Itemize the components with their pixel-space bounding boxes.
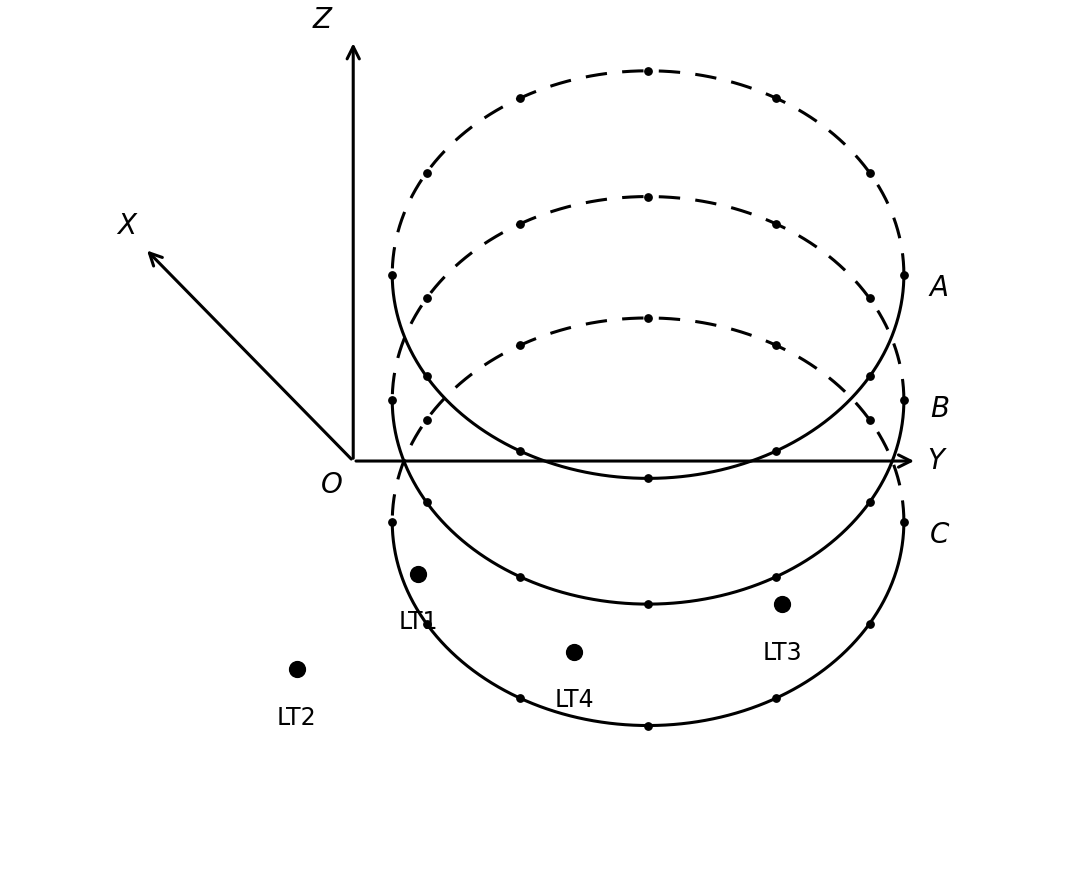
Point (288, 662, 306, 676)
Point (767, 338, 784, 352)
Point (418, 616, 435, 630)
Point (418, 369, 435, 383)
Point (511, 91, 529, 105)
Text: B: B (930, 395, 949, 423)
Point (640, 190, 657, 204)
Point (640, 597, 657, 611)
Point (861, 412, 878, 426)
Point (511, 217, 529, 231)
Point (767, 691, 784, 706)
Point (566, 645, 583, 659)
Point (861, 369, 878, 383)
Point (640, 311, 657, 325)
Point (767, 217, 784, 231)
Text: LT2: LT2 (277, 706, 317, 729)
Text: C: C (930, 521, 949, 548)
Text: Y: Y (927, 447, 944, 475)
Point (774, 597, 791, 611)
Point (418, 166, 435, 180)
Point (767, 91, 784, 105)
Point (511, 691, 529, 706)
Text: Z: Z (312, 5, 332, 34)
Text: A: A (930, 274, 949, 302)
Text: LT3: LT3 (763, 640, 802, 665)
Point (861, 495, 878, 509)
Point (384, 515, 401, 529)
Point (895, 515, 913, 529)
Point (418, 291, 435, 306)
Text: X: X (118, 212, 136, 240)
Text: LT1: LT1 (398, 610, 438, 634)
Point (861, 291, 878, 306)
Point (895, 393, 913, 407)
Point (767, 444, 784, 458)
Text: LT4: LT4 (555, 688, 594, 713)
Point (511, 444, 529, 458)
Point (640, 472, 657, 486)
Point (384, 393, 401, 407)
Point (418, 495, 435, 509)
Point (418, 412, 435, 426)
Point (767, 570, 784, 584)
Point (511, 570, 529, 584)
Point (640, 719, 657, 733)
Point (409, 567, 426, 581)
Point (861, 616, 878, 630)
Point (861, 166, 878, 180)
Point (384, 268, 401, 282)
Point (640, 64, 657, 78)
Point (895, 268, 913, 282)
Point (511, 338, 529, 352)
Text: O: O (321, 472, 343, 500)
